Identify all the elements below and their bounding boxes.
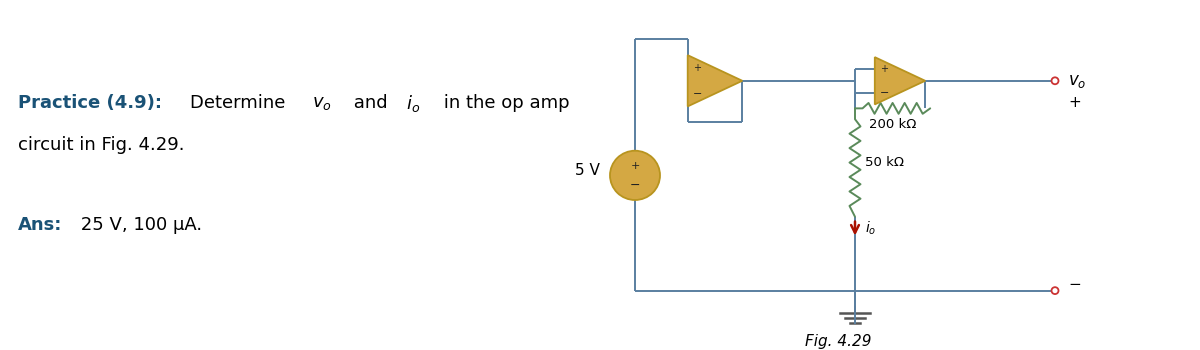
Text: +: + (1068, 95, 1081, 110)
Circle shape (1051, 77, 1058, 84)
Text: Determine: Determine (190, 94, 292, 112)
Text: 200 kΩ: 200 kΩ (869, 118, 917, 131)
Text: Practice (4.9):: Practice (4.9): (18, 94, 162, 112)
Text: −: − (630, 179, 641, 192)
Text: +: + (630, 161, 640, 170)
Text: and: and (348, 94, 394, 112)
Text: in the op amp: in the op amp (438, 94, 570, 112)
Text: Ans:: Ans: (18, 216, 62, 233)
Text: 50 kΩ: 50 kΩ (865, 156, 904, 169)
Polygon shape (688, 55, 743, 106)
Text: −: − (880, 88, 889, 98)
Text: −: − (1068, 277, 1081, 292)
Text: $i_o$: $i_o$ (406, 93, 420, 114)
Text: +: + (692, 63, 701, 73)
Text: circuit in Fig. 4.29.: circuit in Fig. 4.29. (18, 136, 185, 154)
Polygon shape (875, 57, 925, 104)
Text: $i_o$: $i_o$ (865, 220, 876, 237)
Text: +: + (880, 64, 888, 74)
Text: $v_o$: $v_o$ (312, 94, 331, 112)
Text: $v_o$: $v_o$ (1068, 72, 1086, 90)
Circle shape (610, 151, 660, 200)
Text: 25 V, 100 μA.: 25 V, 100 μA. (74, 216, 202, 233)
Text: Fig. 4.29: Fig. 4.29 (805, 334, 871, 349)
Text: −: − (692, 89, 702, 99)
Circle shape (1051, 287, 1058, 294)
Text: 5 V: 5 V (575, 163, 600, 178)
